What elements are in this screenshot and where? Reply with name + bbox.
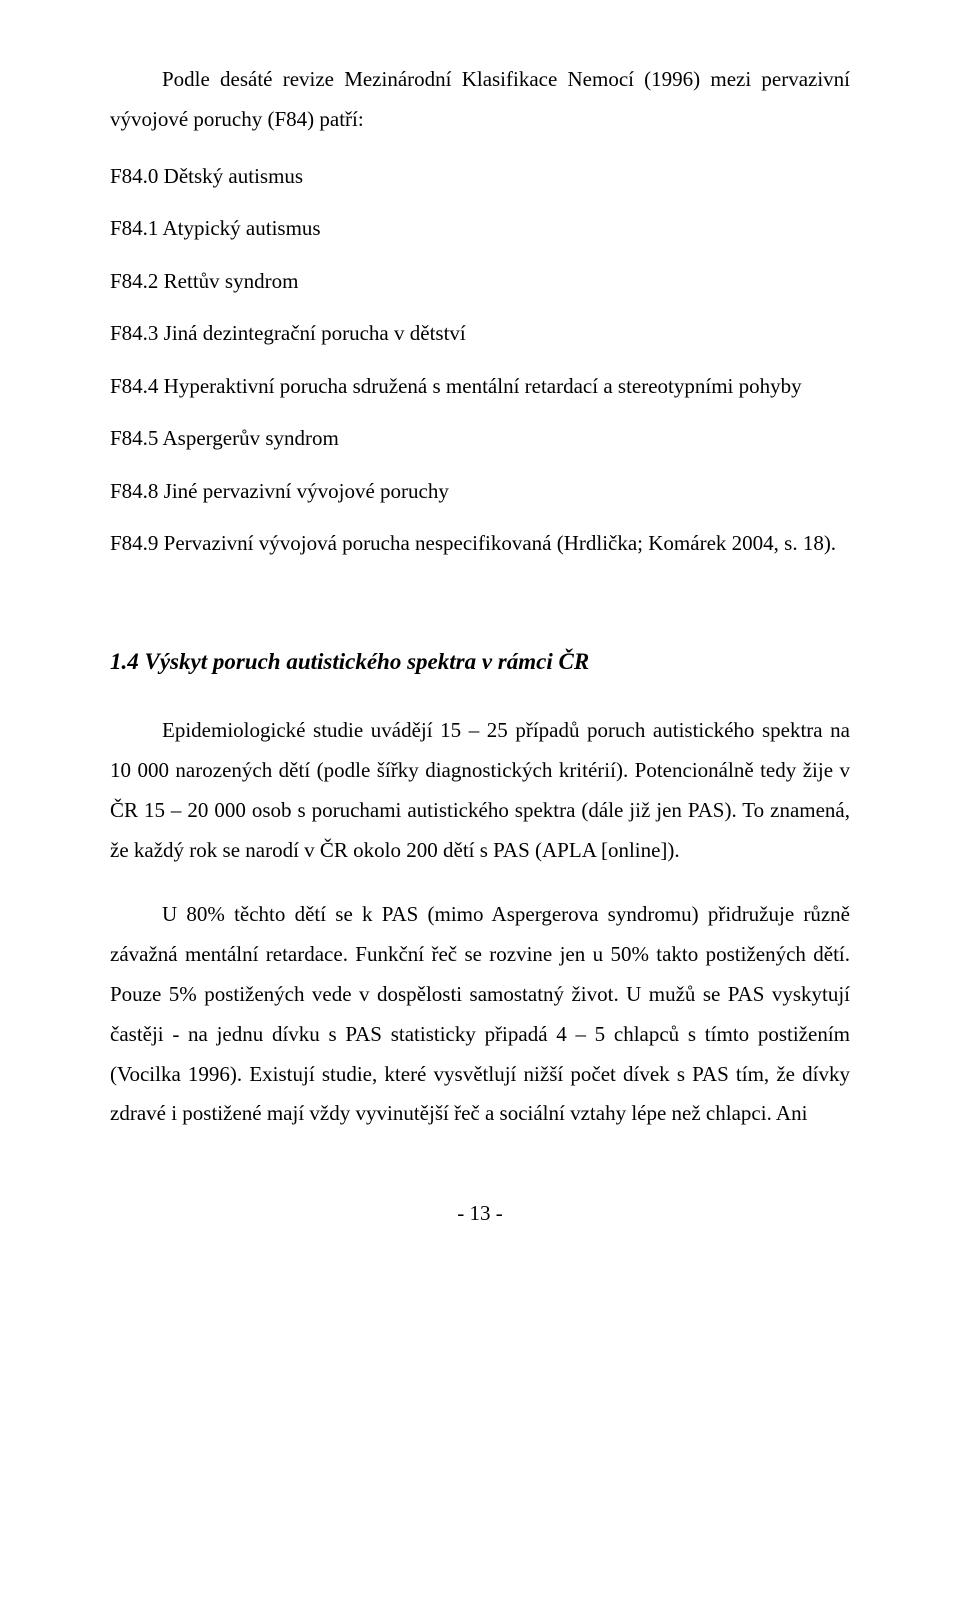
list-item: F84.2 Rettův syndrom [110,255,850,308]
body-paragraph-1: Epidemiologické studie uvádějí 15 – 25 p… [110,711,850,871]
section-heading: 1.4 Výskyt poruch autistického spektra v… [110,640,850,684]
list-item: F84.8 Jiné pervazivní vývojové poruchy [110,465,850,518]
intro-paragraph: Podle desáté revize Mezinárodní Klasifik… [110,60,850,140]
body-paragraph-2: U 80% těchto dětí se k PAS (mimo Asperge… [110,895,850,1134]
list-item: F84.9 Pervazivní vývojová porucha nespec… [110,517,850,570]
list-item: F84.1 Atypický autismus [110,202,850,255]
classification-list: F84.0 Dětský autismus F84.1 Atypický aut… [110,150,850,570]
page-number: - 13 - [110,1194,850,1234]
list-item: F84.4 Hyperaktivní porucha sdružená s me… [110,360,850,413]
list-item: F84.3 Jiná dezintegrační porucha v dětst… [110,307,850,360]
list-item: F84.5 Aspergerův syndrom [110,412,850,465]
list-item: F84.0 Dětský autismus [110,150,850,203]
